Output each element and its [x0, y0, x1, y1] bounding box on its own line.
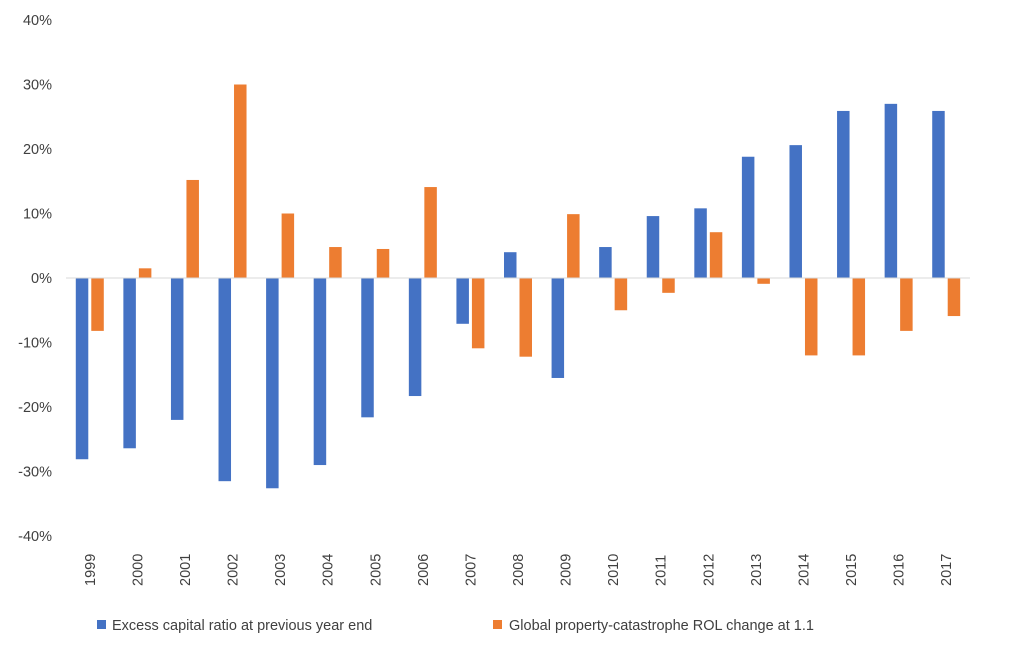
legend: Excess capital ratio at previous year en…	[97, 618, 814, 634]
bar-rol-change-2010	[614, 278, 628, 311]
bar-excess-capital-2015	[837, 110, 850, 278]
x-tick-label: 2012	[701, 554, 717, 586]
bar-excess-capital-2003	[266, 278, 279, 489]
x-tick-label: 2009	[559, 554, 575, 586]
bar-excess-capital-2002	[218, 278, 232, 482]
bar-rol-change-2013	[757, 278, 770, 284]
x-tick-label: 2004	[321, 554, 337, 586]
y-axis: 40% 30% 20% 10% 0% -10% -20% -30% -40%	[18, 13, 52, 545]
bar-rol-change-2017	[947, 278, 961, 317]
bar-excess-capital-2001	[170, 278, 184, 420]
bar-rol-change-2001	[186, 179, 199, 278]
x-tick-label: 2000	[130, 554, 146, 586]
bar-excess-capital-2012	[694, 208, 707, 278]
y-tick-label: 0%	[31, 271, 52, 287]
y-tick-label: -40%	[18, 529, 52, 545]
x-tick-label: 2007	[463, 554, 479, 586]
bar-rol-change-2008	[519, 278, 532, 357]
x-tick-label: 1999	[83, 554, 99, 586]
bar-excess-capital-2000	[123, 278, 136, 449]
bar-rol-change-2011	[662, 278, 675, 293]
bar-rol-change-1999	[91, 278, 104, 331]
x-tick-label: 2001	[178, 554, 194, 586]
bar-excess-capital-1999	[75, 278, 89, 460]
x-tick-label: 2013	[749, 554, 765, 586]
x-tick-label: 2002	[226, 554, 242, 586]
bar-rol-change-2016	[900, 278, 913, 331]
x-tick-label: 2006	[416, 554, 432, 586]
x-axis: 1999 2000 2001 2002 2003 2004 2005 2006 2007 2008…	[83, 554, 955, 586]
x-tick-label: 2003	[273, 554, 289, 586]
bar-rol-change-2005	[376, 248, 390, 278]
y-tick-label: -30%	[18, 465, 52, 481]
legend-swatch-rol-change	[493, 620, 502, 629]
bar-rol-change-2012	[709, 232, 723, 278]
bar-rol-change-2004	[329, 247, 342, 278]
bar-rol-change-2009	[567, 214, 580, 278]
y-tick-label: 20%	[23, 142, 52, 158]
x-tick-label: 2005	[368, 554, 384, 586]
y-tick-label: 40%	[23, 13, 52, 29]
bar-excess-capital-2007	[456, 278, 469, 324]
bar-excess-capital-2004	[313, 278, 327, 466]
bar-rol-change-2002	[234, 84, 247, 278]
bar-excess-capital-2009	[551, 278, 565, 378]
bar-excess-capital-2010	[599, 247, 612, 278]
bar-rol-change-2003	[281, 213, 295, 278]
bar-excess-capital-2005	[361, 278, 374, 418]
y-tick-label: -10%	[18, 336, 52, 352]
bar-rol-change-2015	[852, 278, 866, 356]
legend-label-rol-change: Global property-catastrophe ROL change a…	[509, 618, 814, 634]
x-tick-label: 2008	[511, 554, 527, 586]
bar-excess-capital-2016	[884, 103, 898, 278]
bar-excess-capital-2006	[408, 278, 422, 397]
x-tick-label: 2017	[939, 554, 955, 586]
bar-excess-capital-2017	[932, 110, 945, 278]
bar-excess-capital-2011	[646, 216, 660, 278]
y-tick-label: 10%	[23, 207, 52, 223]
x-tick-label: 2015	[844, 554, 860, 586]
legend-label-excess-capital: Excess capital ratio at previous year en…	[112, 618, 372, 634]
x-tick-label: 2016	[892, 554, 908, 586]
bar-excess-capital-2013	[741, 156, 755, 278]
y-tick-label: -20%	[18, 400, 52, 416]
x-tick-label: 2014	[796, 554, 812, 586]
x-tick-label: 2010	[606, 554, 622, 586]
bar-rol-change-2014	[804, 278, 818, 356]
legend-swatch-excess-capital	[97, 620, 106, 629]
bar-rol-change-2006	[424, 187, 437, 278]
bar-rol-change-2000	[138, 268, 152, 278]
bars	[75, 84, 961, 489]
bar-rol-change-2007	[471, 278, 485, 349]
bar-excess-capital-2008	[504, 252, 517, 278]
x-tick-label: 2011	[654, 555, 670, 586]
y-tick-label: 30%	[23, 78, 52, 94]
bar-excess-capital-2014	[789, 145, 802, 278]
